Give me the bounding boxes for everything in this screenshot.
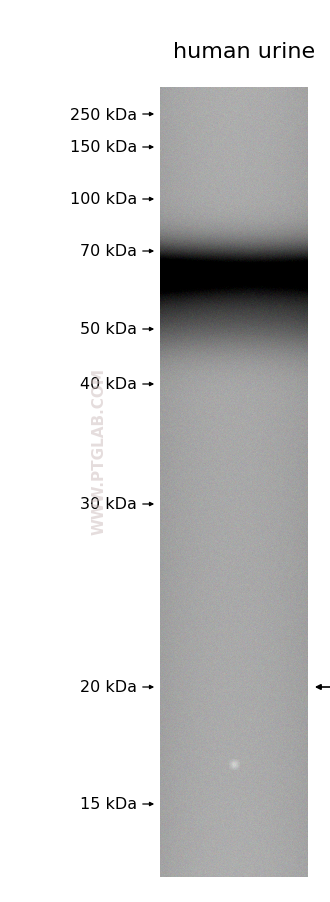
Text: 20 kDa: 20 kDa bbox=[80, 680, 137, 695]
Text: human urine: human urine bbox=[173, 42, 315, 62]
Text: 250 kDa: 250 kDa bbox=[70, 107, 137, 123]
Text: 70 kDa: 70 kDa bbox=[80, 244, 137, 259]
Text: 15 kDa: 15 kDa bbox=[80, 796, 137, 812]
Text: 30 kDa: 30 kDa bbox=[80, 497, 137, 512]
Text: 150 kDa: 150 kDa bbox=[70, 141, 137, 155]
Text: 100 kDa: 100 kDa bbox=[70, 192, 137, 207]
Text: 50 kDa: 50 kDa bbox=[80, 322, 137, 337]
Text: WWW.PTGLAB.COM: WWW.PTGLAB.COM bbox=[91, 368, 107, 534]
Text: 40 kDa: 40 kDa bbox=[80, 377, 137, 392]
